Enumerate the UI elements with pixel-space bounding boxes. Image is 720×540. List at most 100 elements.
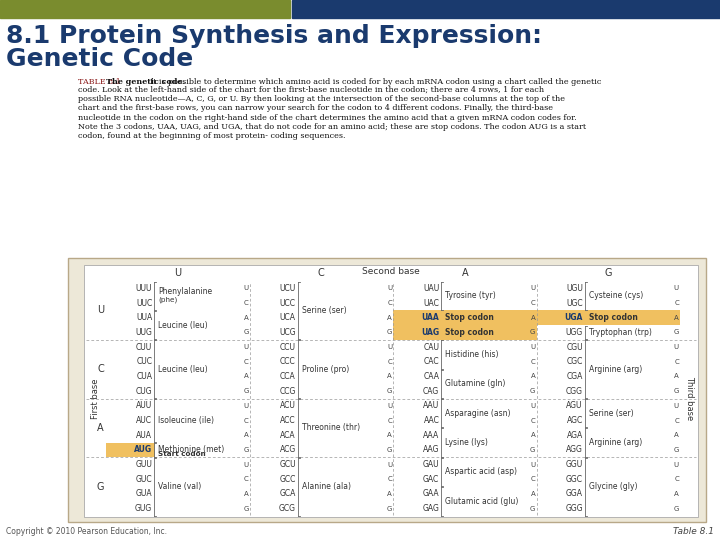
Text: C: C [244, 417, 248, 423]
Bar [0, 0, 290, 18]
Text: U: U [174, 268, 181, 278]
Text: A: A [244, 315, 248, 321]
Text: G: G [96, 482, 104, 491]
Text: C: C [387, 417, 392, 423]
Text: GAG: GAG [423, 504, 439, 513]
Text: U: U [97, 306, 104, 315]
Text: CAC: CAC [424, 357, 439, 366]
Text: Table 8.1: Table 8.1 [673, 527, 714, 536]
Text: Tryptophan (trp): Tryptophan (trp) [589, 328, 652, 337]
Text: GCA: GCA [279, 489, 296, 498]
Text: Stop codon: Stop codon [446, 328, 494, 337]
Text: Third base: Third base [685, 376, 695, 421]
Text: GCG: GCG [279, 504, 296, 513]
Text: CCU: CCU [280, 342, 296, 352]
Text: C: C [97, 364, 104, 374]
Text: Arginine (arg): Arginine (arg) [589, 364, 642, 374]
Text: UUC: UUC [136, 299, 153, 308]
Text: Cysteine (cys): Cysteine (cys) [589, 291, 643, 300]
Text: Serine (ser): Serine (ser) [302, 306, 346, 315]
Text: Threonine (thr): Threonine (thr) [302, 423, 360, 433]
Bar [68, 258, 706, 522]
Text: ACA: ACA [280, 431, 296, 440]
Text: AAC: AAC [423, 416, 439, 425]
Text: GGC: GGC [566, 475, 583, 484]
Text: Asparagine (asn): Asparagine (asn) [446, 409, 511, 417]
Text: A: A [387, 491, 392, 497]
Text: AGU: AGU [567, 401, 583, 410]
Text: C: C [244, 476, 248, 482]
Text: Phenylalanine: Phenylalanine [158, 287, 212, 296]
Text: UGC: UGC [566, 299, 583, 308]
Text: The genetic code.: The genetic code. [106, 78, 185, 86]
Text: A: A [97, 423, 104, 433]
Text: C: C [674, 476, 679, 482]
Text: AGG: AGG [566, 446, 583, 454]
Text: G: G [605, 268, 612, 278]
Text: GAU: GAU [423, 460, 439, 469]
Text: C: C [531, 476, 536, 482]
Text: UAC: UAC [423, 299, 439, 308]
Text: UAG: UAG [421, 328, 439, 337]
Text: ACU: ACU [280, 401, 296, 410]
Text: A: A [244, 491, 248, 497]
Text: UUG: UUG [135, 328, 153, 337]
Text: A: A [531, 374, 536, 380]
Bar [393, 325, 536, 340]
Text: CUU: CUU [136, 342, 153, 352]
Text: U: U [674, 403, 679, 409]
Text: C: C [244, 359, 248, 365]
Text: A: A [244, 374, 248, 380]
Text: U: U [243, 344, 248, 350]
Text: CGA: CGA [567, 372, 583, 381]
Text: U: U [243, 462, 248, 468]
Text: Glycine (gly): Glycine (gly) [589, 482, 637, 491]
Text: Histidine (his): Histidine (his) [446, 350, 499, 359]
Text: Glutamine (gln): Glutamine (gln) [446, 379, 505, 388]
Text: A: A [531, 491, 536, 497]
Text: CAA: CAA [423, 372, 439, 381]
Text: CGC: CGC [567, 357, 583, 366]
Text: GUC: GUC [136, 475, 153, 484]
Text: G: G [530, 505, 536, 512]
Text: A: A [387, 315, 392, 321]
Text: GGU: GGU [566, 460, 583, 469]
Text: Glutamic acid (glu): Glutamic acid (glu) [446, 497, 518, 506]
Text: GUA: GUA [136, 489, 153, 498]
Text: C: C [387, 476, 392, 482]
Text: Stop codon: Stop codon [446, 313, 494, 322]
Text: ACC: ACC [280, 416, 296, 425]
Text: CUA: CUA [136, 372, 153, 381]
Text: Copyright © 2010 Pearson Education, Inc.: Copyright © 2010 Pearson Education, Inc. [6, 527, 167, 536]
Bar [536, 310, 680, 325]
Text: G: G [387, 388, 392, 394]
Text: AUG: AUG [134, 446, 153, 454]
Text: Methionine (met): Methionine (met) [158, 446, 225, 454]
Text: CCA: CCA [280, 372, 296, 381]
Text: G: G [674, 505, 679, 512]
Text: A: A [674, 432, 679, 438]
Text: TABLE 8.1: TABLE 8.1 [78, 78, 121, 86]
Text: UGG: UGG [566, 328, 583, 337]
Text: Arginine (arg): Arginine (arg) [589, 438, 642, 447]
Text: CAU: CAU [423, 342, 439, 352]
Text: U: U [243, 403, 248, 409]
Text: GGG: GGG [565, 504, 583, 513]
Text: C: C [531, 359, 536, 365]
Text: Lysine (lys): Lysine (lys) [446, 438, 488, 447]
Text: CAG: CAG [423, 387, 439, 396]
Text: C: C [674, 359, 679, 365]
Bar [84, 265, 698, 517]
Text: AAA: AAA [423, 431, 439, 440]
Text: U: U [531, 285, 536, 292]
Text: UUU: UUU [136, 284, 153, 293]
Text: Alanine (ala): Alanine (ala) [302, 482, 351, 491]
Text: C: C [674, 417, 679, 423]
Text: A: A [387, 432, 392, 438]
Text: G: G [243, 329, 248, 335]
Text: UUA: UUA [136, 313, 153, 322]
Text: Leucine (leu): Leucine (leu) [158, 321, 208, 329]
Text: Serine (ser): Serine (ser) [589, 409, 634, 417]
Text: U: U [387, 462, 392, 468]
Text: C: C [244, 300, 248, 306]
